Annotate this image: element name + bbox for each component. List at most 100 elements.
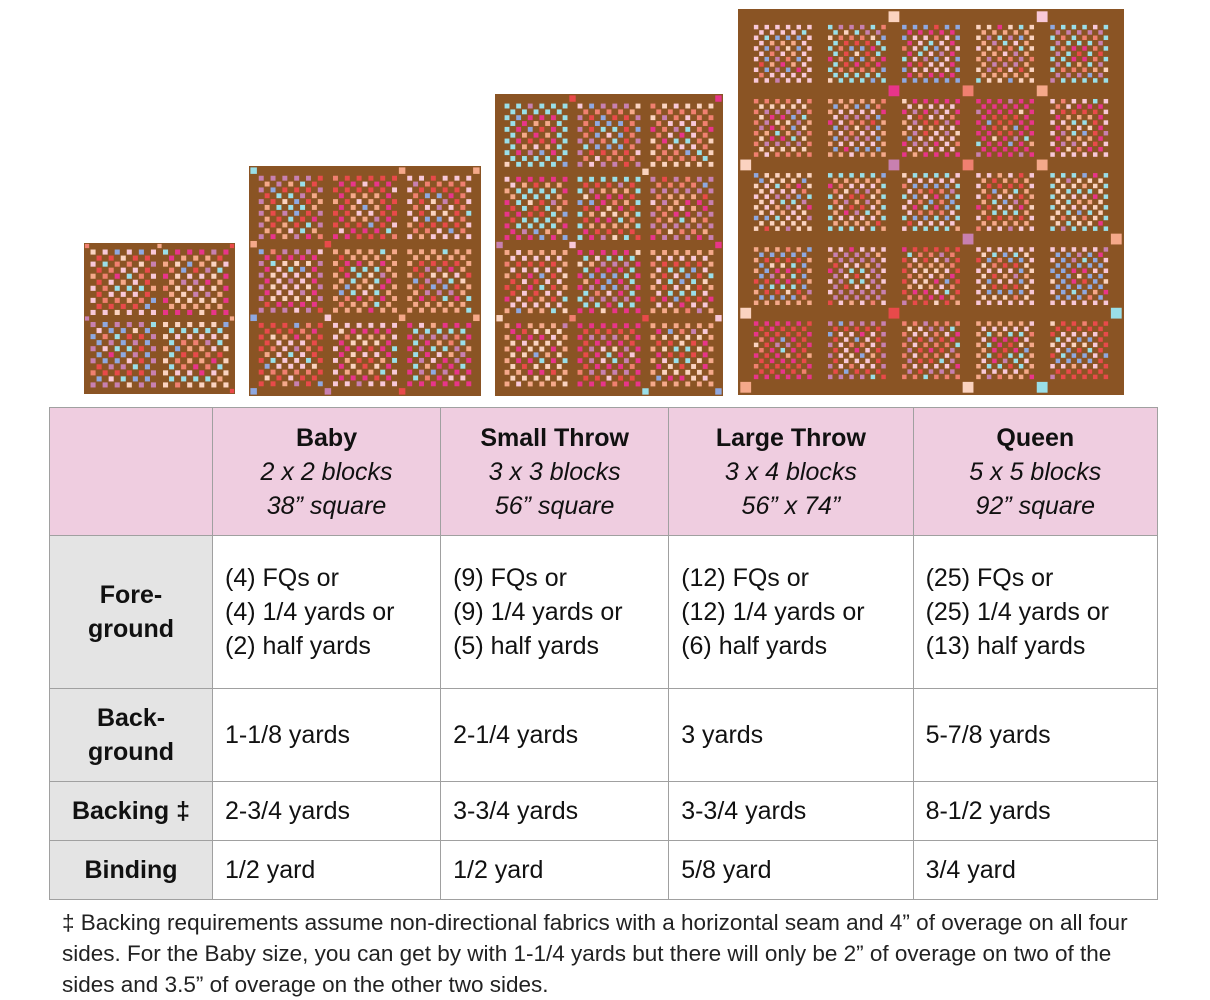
block-square — [510, 182, 516, 188]
block-square — [521, 255, 527, 261]
block-square — [612, 115, 618, 121]
block-square — [753, 289, 759, 295]
block-square — [673, 346, 679, 352]
block-square — [374, 193, 380, 199]
block-square — [181, 376, 187, 382]
block-square — [679, 340, 685, 346]
block-square — [997, 321, 1003, 326]
block-square — [407, 346, 413, 352]
block-square — [849, 289, 854, 295]
block-square — [775, 257, 780, 263]
block-square — [702, 109, 708, 115]
block-square — [629, 352, 635, 358]
block-square — [775, 67, 780, 73]
block-square — [827, 141, 833, 147]
block-square — [1092, 353, 1098, 358]
block-square — [1087, 252, 1093, 258]
block-square — [950, 125, 955, 131]
block-square — [769, 347, 775, 353]
block-square — [504, 261, 510, 267]
block-square — [169, 328, 175, 334]
block-square — [1092, 120, 1098, 125]
block-square — [448, 375, 454, 381]
block-square — [504, 211, 510, 217]
block-square — [918, 125, 923, 131]
block-square — [193, 340, 199, 346]
block-square — [374, 340, 380, 346]
block-square — [386, 181, 392, 187]
block-square — [1013, 263, 1019, 268]
block-square — [175, 261, 181, 267]
block-square — [881, 56, 886, 62]
block-square — [997, 353, 1003, 358]
block-square — [976, 279, 981, 284]
block-square — [510, 217, 516, 223]
block-square — [1060, 363, 1066, 369]
block-square — [539, 323, 545, 329]
block-square — [780, 30, 786, 35]
block-square — [1029, 247, 1035, 252]
block-square — [368, 234, 374, 240]
block-square — [623, 334, 629, 340]
block-square — [753, 173, 759, 178]
block-square — [629, 340, 635, 346]
block-square — [764, 67, 770, 73]
block-square — [618, 364, 624, 369]
block-square — [407, 322, 413, 328]
block-square — [305, 307, 311, 313]
block-square — [175, 370, 181, 376]
block-square — [577, 273, 583, 279]
block-square — [419, 284, 425, 290]
block-square — [1076, 221, 1082, 226]
block-square — [545, 290, 551, 296]
cornerstone — [1110, 307, 1122, 319]
block-square — [833, 51, 838, 57]
block-square — [583, 132, 589, 138]
block-square — [1098, 30, 1103, 35]
block-square — [460, 216, 466, 222]
block-square — [992, 347, 997, 353]
block-square — [120, 303, 126, 309]
block-square — [1024, 62, 1029, 67]
block-square — [163, 297, 169, 303]
block-square — [981, 51, 987, 57]
block-square — [1024, 273, 1029, 279]
block-square — [270, 284, 276, 290]
block-square — [551, 138, 556, 144]
block-square — [1092, 215, 1098, 221]
block-square — [126, 358, 132, 364]
block-square — [934, 152, 939, 157]
block-square — [132, 340, 138, 346]
block-square — [918, 284, 923, 290]
block-square — [635, 115, 641, 121]
block-square — [132, 291, 138, 297]
block-square — [1087, 104, 1093, 109]
block-square — [918, 273, 923, 279]
block-square — [918, 189, 923, 194]
block-square — [955, 109, 960, 115]
block-square — [1060, 374, 1066, 380]
block-square — [600, 103, 606, 109]
block-square — [635, 161, 641, 167]
block-square — [223, 346, 229, 352]
block-square — [618, 182, 624, 188]
block-square — [1098, 136, 1103, 141]
row-header: Fore-ground — [49, 535, 213, 689]
block-square — [618, 267, 624, 273]
block-square — [362, 363, 368, 369]
block-square — [807, 300, 812, 306]
block-square — [780, 263, 786, 268]
block-square — [332, 322, 338, 328]
block-square — [1092, 257, 1098, 263]
block-square — [344, 272, 350, 278]
block-square — [1029, 67, 1035, 73]
block-square — [556, 329, 562, 334]
block-square — [875, 72, 881, 78]
block-square — [442, 284, 448, 290]
block-square — [1098, 369, 1103, 374]
block-square — [667, 156, 673, 161]
block-square — [691, 182, 697, 188]
block-square — [656, 329, 662, 334]
block-square — [589, 161, 595, 167]
block-square — [1050, 46, 1055, 51]
